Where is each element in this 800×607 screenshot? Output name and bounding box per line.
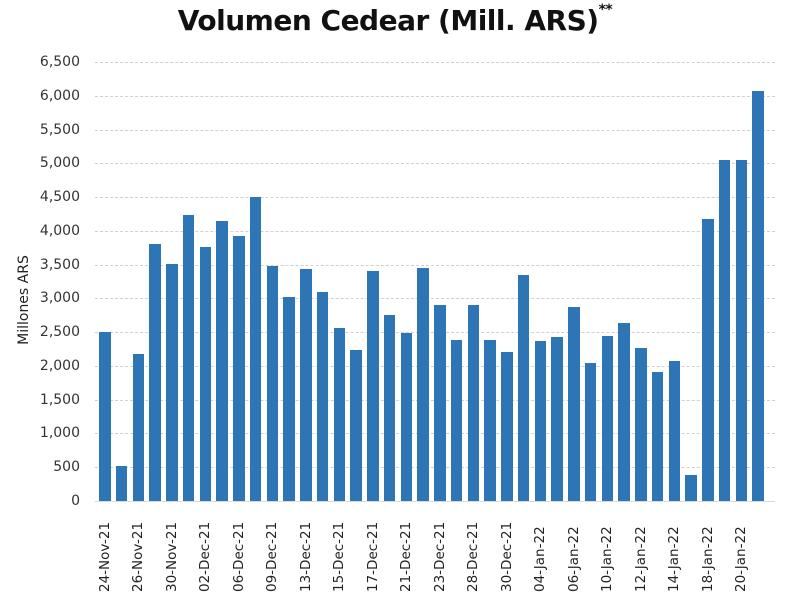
x-tick-label: 30-Dec-21 (498, 521, 515, 592)
bar (467, 305, 479, 501)
x-tick-label: 13-Dec-21 (297, 521, 314, 592)
bar (718, 159, 731, 501)
x-axis-line (95, 501, 775, 502)
y-tick-label: 0 (71, 493, 80, 509)
title-footnote-marker: ** (598, 2, 613, 18)
y-tick-label: 6,500 (39, 54, 80, 70)
bar (367, 271, 379, 501)
x-tick-label: 30-Nov-21 (163, 521, 180, 592)
bar (350, 349, 362, 501)
gridline (95, 197, 775, 199)
bar (551, 336, 563, 501)
y-tick-label: 500 (53, 459, 80, 476)
bar (149, 244, 161, 501)
bar (534, 340, 546, 501)
bar (601, 335, 613, 501)
y-tick-label: 6,000 (39, 87, 80, 104)
bar (635, 347, 647, 501)
bar (651, 372, 664, 501)
bar (283, 297, 295, 501)
x-tick-label: 21-Dec-21 (398, 521, 415, 592)
y-tick-label: 1,000 (39, 425, 80, 442)
gridline (95, 129, 775, 131)
bar (434, 305, 446, 501)
gridline (95, 95, 775, 97)
bar (501, 352, 513, 501)
bar (584, 363, 597, 501)
y-tick-label: 3,500 (39, 256, 80, 273)
gridline (95, 230, 775, 232)
x-tick-label: 10-Jan-22 (599, 526, 616, 592)
y-tick-label: 5,000 (39, 155, 80, 172)
y-tick-label: 4,500 (39, 189, 80, 206)
x-tick-label: 02-Dec-21 (197, 521, 214, 592)
bar (484, 339, 496, 501)
bar (166, 263, 178, 501)
bar (668, 361, 680, 501)
bar (752, 91, 764, 501)
x-tick-label: 12-Jan-22 (632, 526, 649, 592)
bar (182, 214, 195, 501)
bar (333, 328, 345, 501)
gridline (95, 62, 775, 63)
bar (233, 236, 245, 501)
bar (450, 339, 463, 501)
y-tick-label: 1,500 (39, 391, 80, 408)
chart-title: Volumen Cedear (Mill. ARS)** (0, 2, 790, 37)
x-tick-label: 04-Jan-22 (532, 526, 549, 592)
x-tick-label: 18-Jan-22 (699, 526, 716, 592)
x-tick-label: 20-Jan-22 (733, 526, 750, 592)
bar (618, 322, 630, 501)
x-tick-label: 15-Dec-21 (331, 521, 348, 592)
x-tick-label: 24-Nov-21 (96, 521, 113, 592)
chart-title-text: Volumen Cedear (Mill. ARS) (177, 4, 599, 37)
bar (383, 315, 396, 501)
x-tick-label: 23-Dec-21 (431, 521, 448, 592)
bar (199, 247, 211, 501)
y-tick-label: 2,000 (39, 357, 80, 374)
bar (685, 475, 697, 501)
gridline (95, 163, 775, 165)
bar (417, 267, 429, 501)
y-tick-label: 2,500 (39, 324, 80, 341)
bar (517, 274, 530, 501)
bar (702, 218, 714, 501)
bar (132, 353, 144, 501)
bar (266, 265, 278, 501)
bar (115, 465, 128, 501)
bar (216, 220, 228, 501)
bar (400, 332, 412, 501)
bar (316, 292, 329, 501)
x-tick-label: 06-Dec-21 (230, 521, 247, 592)
bar (249, 197, 262, 501)
bar (735, 159, 747, 501)
bar (300, 269, 312, 501)
y-tick-label: 3,000 (39, 290, 80, 307)
x-tick-label: 26-Nov-21 (130, 521, 147, 592)
x-tick-label: 28-Dec-21 (465, 521, 482, 592)
x-tick-label: 06-Jan-22 (565, 526, 582, 592)
x-tick-label: 17-Dec-21 (364, 521, 381, 592)
x-tick-label: 14-Jan-22 (666, 526, 683, 592)
x-tick-label: 09-Dec-21 (264, 521, 281, 592)
gridline (95, 298, 775, 300)
bar (99, 332, 111, 501)
gridline (95, 264, 775, 266)
y-tick-label: 4,000 (39, 222, 80, 239)
bar (568, 307, 580, 501)
y-tick-label: 5,500 (39, 121, 80, 138)
